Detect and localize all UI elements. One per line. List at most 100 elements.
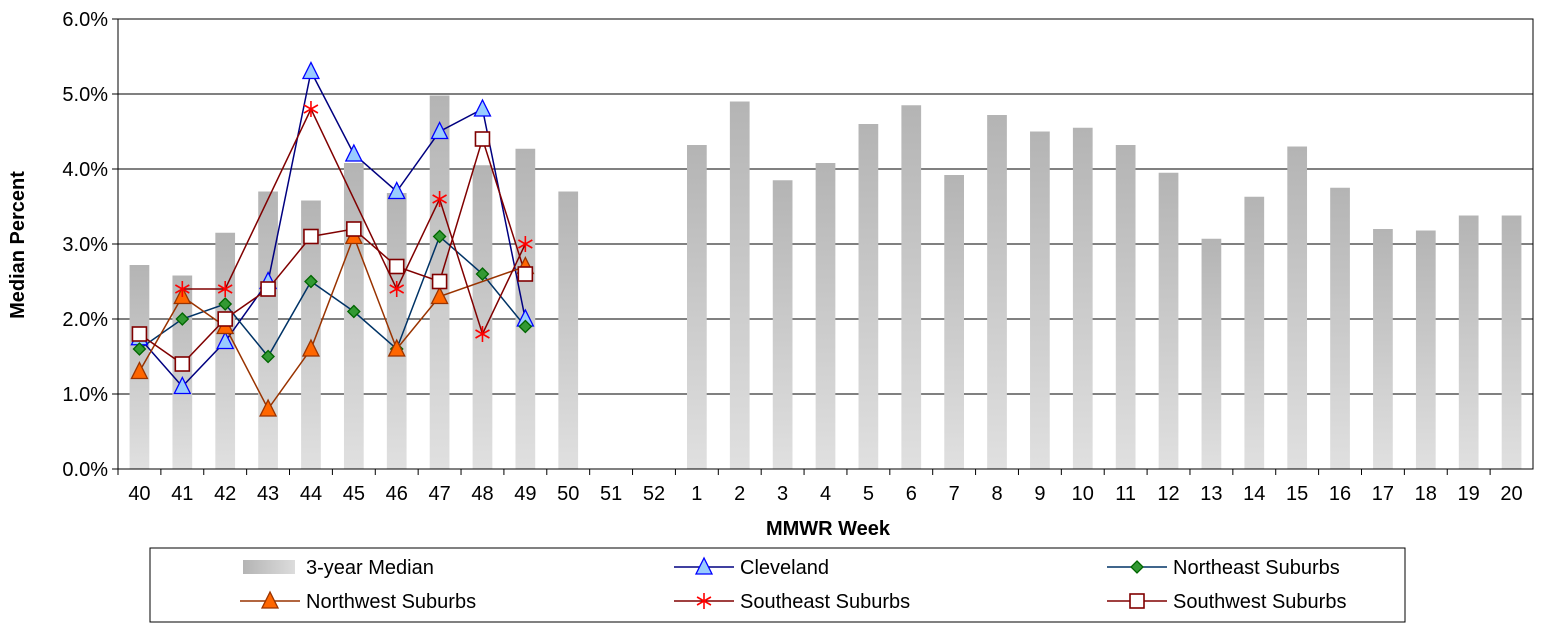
bar-14 (1244, 196, 1265, 469)
bar-8 (987, 115, 1007, 469)
bar-2 (729, 101, 750, 469)
x-tick-label: 7 (949, 483, 960, 505)
x-tick-labels: 40 41 42 43 44 45 46 47 48 49 50 51 52 1 2 3 4 5 6 7 8 9 10 11 1… (128, 483, 1522, 505)
bar-4 (815, 163, 836, 469)
y-tick-label: 3.0% (62, 234, 108, 256)
point-3-47 (432, 191, 447, 207)
legend-marker (260, 590, 280, 609)
x-tick-label: 20 (1500, 483, 1522, 505)
x-tick-label: 6 (906, 483, 917, 505)
point-0-46 (387, 181, 406, 200)
point-2-47 (430, 286, 449, 305)
bar-18 (1415, 230, 1436, 469)
bar-5 (858, 124, 879, 469)
x-tick-label: 5 (863, 483, 874, 505)
bar-44 (301, 200, 321, 469)
point-4-45 (346, 221, 362, 237)
point-2-44 (301, 338, 321, 357)
bar-42 (215, 232, 236, 469)
bar-3 (772, 180, 793, 469)
series-line-4 (138, 136, 527, 365)
point-1-45 (346, 304, 361, 319)
bar-16 (1330, 187, 1350, 469)
point-4-43 (260, 281, 276, 297)
bar-13 (1201, 238, 1222, 469)
bar-1 (687, 145, 707, 469)
x-axis-title: MMWR Week (766, 518, 891, 540)
x-tick-label: 1 (691, 483, 702, 505)
x-tick-label: 45 (343, 483, 365, 505)
point-0-45 (344, 143, 363, 162)
x-tick-label: 9 (1034, 483, 1045, 505)
point-3-44 (303, 101, 319, 117)
legend-item: Northwest Suburbs (240, 590, 476, 613)
point-3-46 (389, 281, 405, 297)
bar-41 (172, 275, 193, 469)
x-tick-label: 46 (386, 483, 408, 505)
x-tick-label: 42 (214, 483, 236, 505)
x-tick-label: 18 (1415, 483, 1437, 505)
x-tick-label: 10 (1072, 483, 1094, 505)
legend-label: Cleveland (740, 557, 829, 579)
x-tick-label: 48 (471, 483, 493, 505)
bar-11 (1115, 145, 1136, 469)
point-4-47 (431, 273, 448, 290)
point-4-42 (217, 311, 233, 327)
point-0-42 (216, 331, 235, 350)
x-tick-label: 2 (734, 483, 745, 505)
legend-marker (694, 556, 714, 575)
point-3-41 (174, 281, 190, 297)
point-1-41 (175, 312, 190, 326)
y-tick-label: 4.0% (62, 159, 108, 181)
legend-label: Southeast Suburbs (740, 591, 910, 613)
x-tick-label: 17 (1372, 483, 1394, 505)
legend-label: Northeast Suburbs (1173, 557, 1340, 579)
x-tick-label: 14 (1243, 483, 1265, 505)
point-3-48 (475, 326, 490, 342)
legend-marker (1129, 593, 1145, 609)
series-line-1 (138, 235, 526, 358)
legend-box (149, 547, 1406, 623)
point-4-40 (131, 326, 148, 342)
x-tick-label: 15 (1286, 483, 1308, 505)
point-4-41 (174, 356, 191, 372)
point-1-42 (218, 297, 233, 311)
bar-48 (472, 165, 493, 469)
point-4-48 (474, 131, 491, 147)
bar-19 (1458, 215, 1479, 469)
series-lines (138, 69, 527, 411)
bar-17 (1373, 229, 1393, 469)
point-0-48 (473, 98, 492, 117)
x-tick-label: 4 (820, 483, 831, 505)
x-tick-label: 52 (643, 483, 665, 505)
legend-swatch (243, 560, 295, 574)
x-tick-label: 47 (428, 483, 450, 505)
x-tick-label: 11 (1115, 483, 1136, 505)
x-tick-label: 12 (1157, 483, 1179, 505)
median-bars (129, 95, 1522, 469)
x-tick-label: 51 (600, 483, 622, 505)
y-tick-labels: 0.0% 1.0% 2.0% 3.0% 4.0% 5.0% 6.0% (62, 9, 108, 481)
point-1-48 (475, 267, 490, 281)
series-line-2 (138, 234, 526, 411)
point-2-43 (259, 398, 278, 417)
point-4-44 (303, 228, 319, 245)
y-tick-label: 2.0% (62, 309, 108, 331)
bar-9 (1030, 131, 1050, 469)
point-1-44 (304, 274, 318, 289)
x-tick-label: 16 (1329, 483, 1351, 505)
legend-item: Cleveland (674, 556, 829, 579)
legend-label: 3-year Median (306, 557, 434, 579)
legend-item: Southeast Suburbs (674, 591, 910, 613)
bar-7 (944, 175, 964, 469)
bar-12 (1158, 172, 1179, 469)
x-tick-label: 49 (514, 483, 536, 505)
x-tick-label: 44 (300, 483, 322, 505)
legend-marker (1130, 560, 1144, 574)
legend-item: Southwest Suburbs (1107, 591, 1346, 613)
y-tick-label: 0.0% (62, 459, 108, 481)
point-2-40 (130, 361, 149, 380)
bar-15 (1287, 146, 1308, 469)
point-3-42 (217, 281, 233, 297)
point-1-49 (518, 319, 533, 334)
